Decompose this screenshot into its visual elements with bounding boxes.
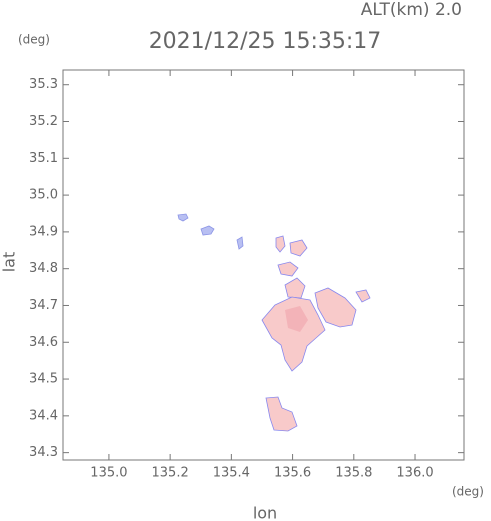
y-axis-label: lat (0, 252, 19, 273)
echo (284, 277, 306, 299)
y-tick-label: 35.3 (29, 77, 58, 92)
y-tick-label: 34.3 (29, 445, 58, 460)
echo (289, 239, 308, 257)
echoes (177, 213, 371, 432)
y-unit: (deg) (18, 33, 50, 47)
altitude: ALT(km) 2.0 (361, 0, 462, 20)
x-axis-label: lon (253, 504, 277, 521)
echo (314, 287, 357, 328)
y-tick-label: 35.2 (29, 114, 58, 129)
x-unit: (deg) (452, 485, 484, 499)
x-tick-label: 135.0 (90, 466, 127, 481)
echo (177, 213, 189, 222)
y-tick-label: 34.8 (29, 261, 58, 276)
y-tick-label: 34.6 (29, 335, 58, 350)
x-tick-label: 135.4 (213, 466, 250, 481)
y-tick-label: 35.0 (29, 188, 58, 203)
chart-title: 2021/12/25 15:35:17 (149, 29, 382, 54)
x-tick-label: 135.8 (335, 466, 372, 481)
echo (261, 296, 326, 372)
y-tick-label: 34.7 (29, 298, 58, 313)
echo (236, 236, 244, 250)
echo (265, 396, 298, 432)
y-tick-label: 34.4 (29, 408, 58, 423)
y-tick-label: 35.1 (29, 151, 58, 166)
echo (200, 225, 215, 236)
echo (355, 289, 371, 303)
x-tick-label: 135.6 (274, 466, 311, 481)
x-tick-label: 136.0 (396, 466, 433, 481)
echo (275, 235, 286, 253)
echo-core (285, 306, 308, 332)
echo (277, 261, 299, 277)
x-tick-label: 135.2 (152, 466, 189, 481)
y-tick-label: 34.5 (29, 372, 58, 387)
y-tick-label: 34.9 (29, 224, 58, 239)
plot-frame (62, 69, 465, 461)
